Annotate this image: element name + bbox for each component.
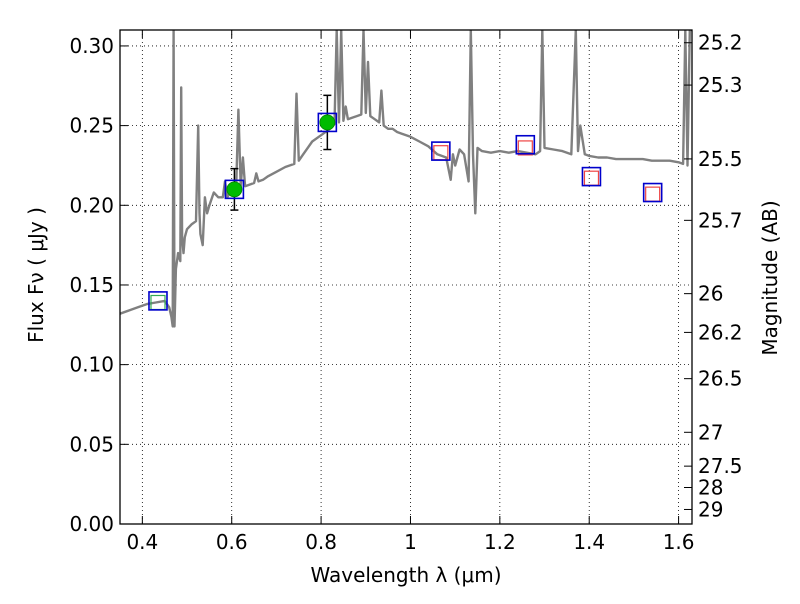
x-tick-label: 0.4 xyxy=(126,530,158,554)
mag-tick-label: 25.5 xyxy=(698,147,743,171)
y2-axis-label: Magnitude (AB) xyxy=(758,200,782,355)
model-box xyxy=(642,182,663,203)
spectrum-line xyxy=(120,30,692,328)
mag-tick-label: 27 xyxy=(698,420,723,444)
y-tick-label: 0.25 xyxy=(69,114,114,138)
mag-tick-label: 28 xyxy=(698,475,723,499)
plot-frame xyxy=(119,29,693,525)
mag-tick-label: 25.7 xyxy=(698,208,743,232)
mag-tick-label: 26.2 xyxy=(698,320,743,344)
mag-tick-label: 25.3 xyxy=(698,73,743,97)
y-tick-label: 0.15 xyxy=(69,273,114,297)
x-tick-label: 1.6 xyxy=(663,530,695,554)
grid-lines xyxy=(120,30,692,525)
y-axis-label: Flux Fν ( μJy ) xyxy=(24,207,48,343)
model-box xyxy=(431,141,451,161)
y-tick-label: 0.20 xyxy=(69,193,114,217)
mag-tick-label: 25.2 xyxy=(698,31,743,55)
axis-ticks: 0.4 0.6 0.8 1 1.2 1.4 1.6 0.00 0.05 0.10 0.15 0.20 0… xyxy=(69,30,743,554)
x-axis-label: Wavelength λ (μm) xyxy=(310,563,501,587)
model-box xyxy=(515,134,536,155)
x-tick-label: 1 xyxy=(404,530,417,554)
model-box xyxy=(148,291,168,311)
y-tick-label: 0.00 xyxy=(69,512,114,536)
model-box xyxy=(317,112,338,133)
observed-point xyxy=(319,114,336,131)
mag-tick-label: 29 xyxy=(698,497,723,521)
model-spectrum xyxy=(120,30,692,328)
y-tick-label: 0.30 xyxy=(69,34,114,58)
data-points xyxy=(148,94,663,311)
x-tick-label: 0.8 xyxy=(305,530,337,554)
model-inner-square xyxy=(645,186,661,202)
model-inner-square xyxy=(583,170,600,186)
y-tick-label: 0.05 xyxy=(69,432,114,456)
model-inner-square xyxy=(517,140,533,156)
mag-tick-label: 27.5 xyxy=(698,454,743,478)
mag-tick-label: 26.5 xyxy=(698,367,743,391)
x-tick-label: 1.4 xyxy=(573,530,605,554)
mag-tick-label: 26 xyxy=(698,282,723,306)
x-tick-label: 1.2 xyxy=(484,530,516,554)
y-tick-label: 0.10 xyxy=(69,353,114,377)
model-box xyxy=(581,166,602,187)
observed-point xyxy=(226,181,243,198)
x-tick-label: 0.6 xyxy=(216,530,248,554)
model-box xyxy=(224,179,245,200)
